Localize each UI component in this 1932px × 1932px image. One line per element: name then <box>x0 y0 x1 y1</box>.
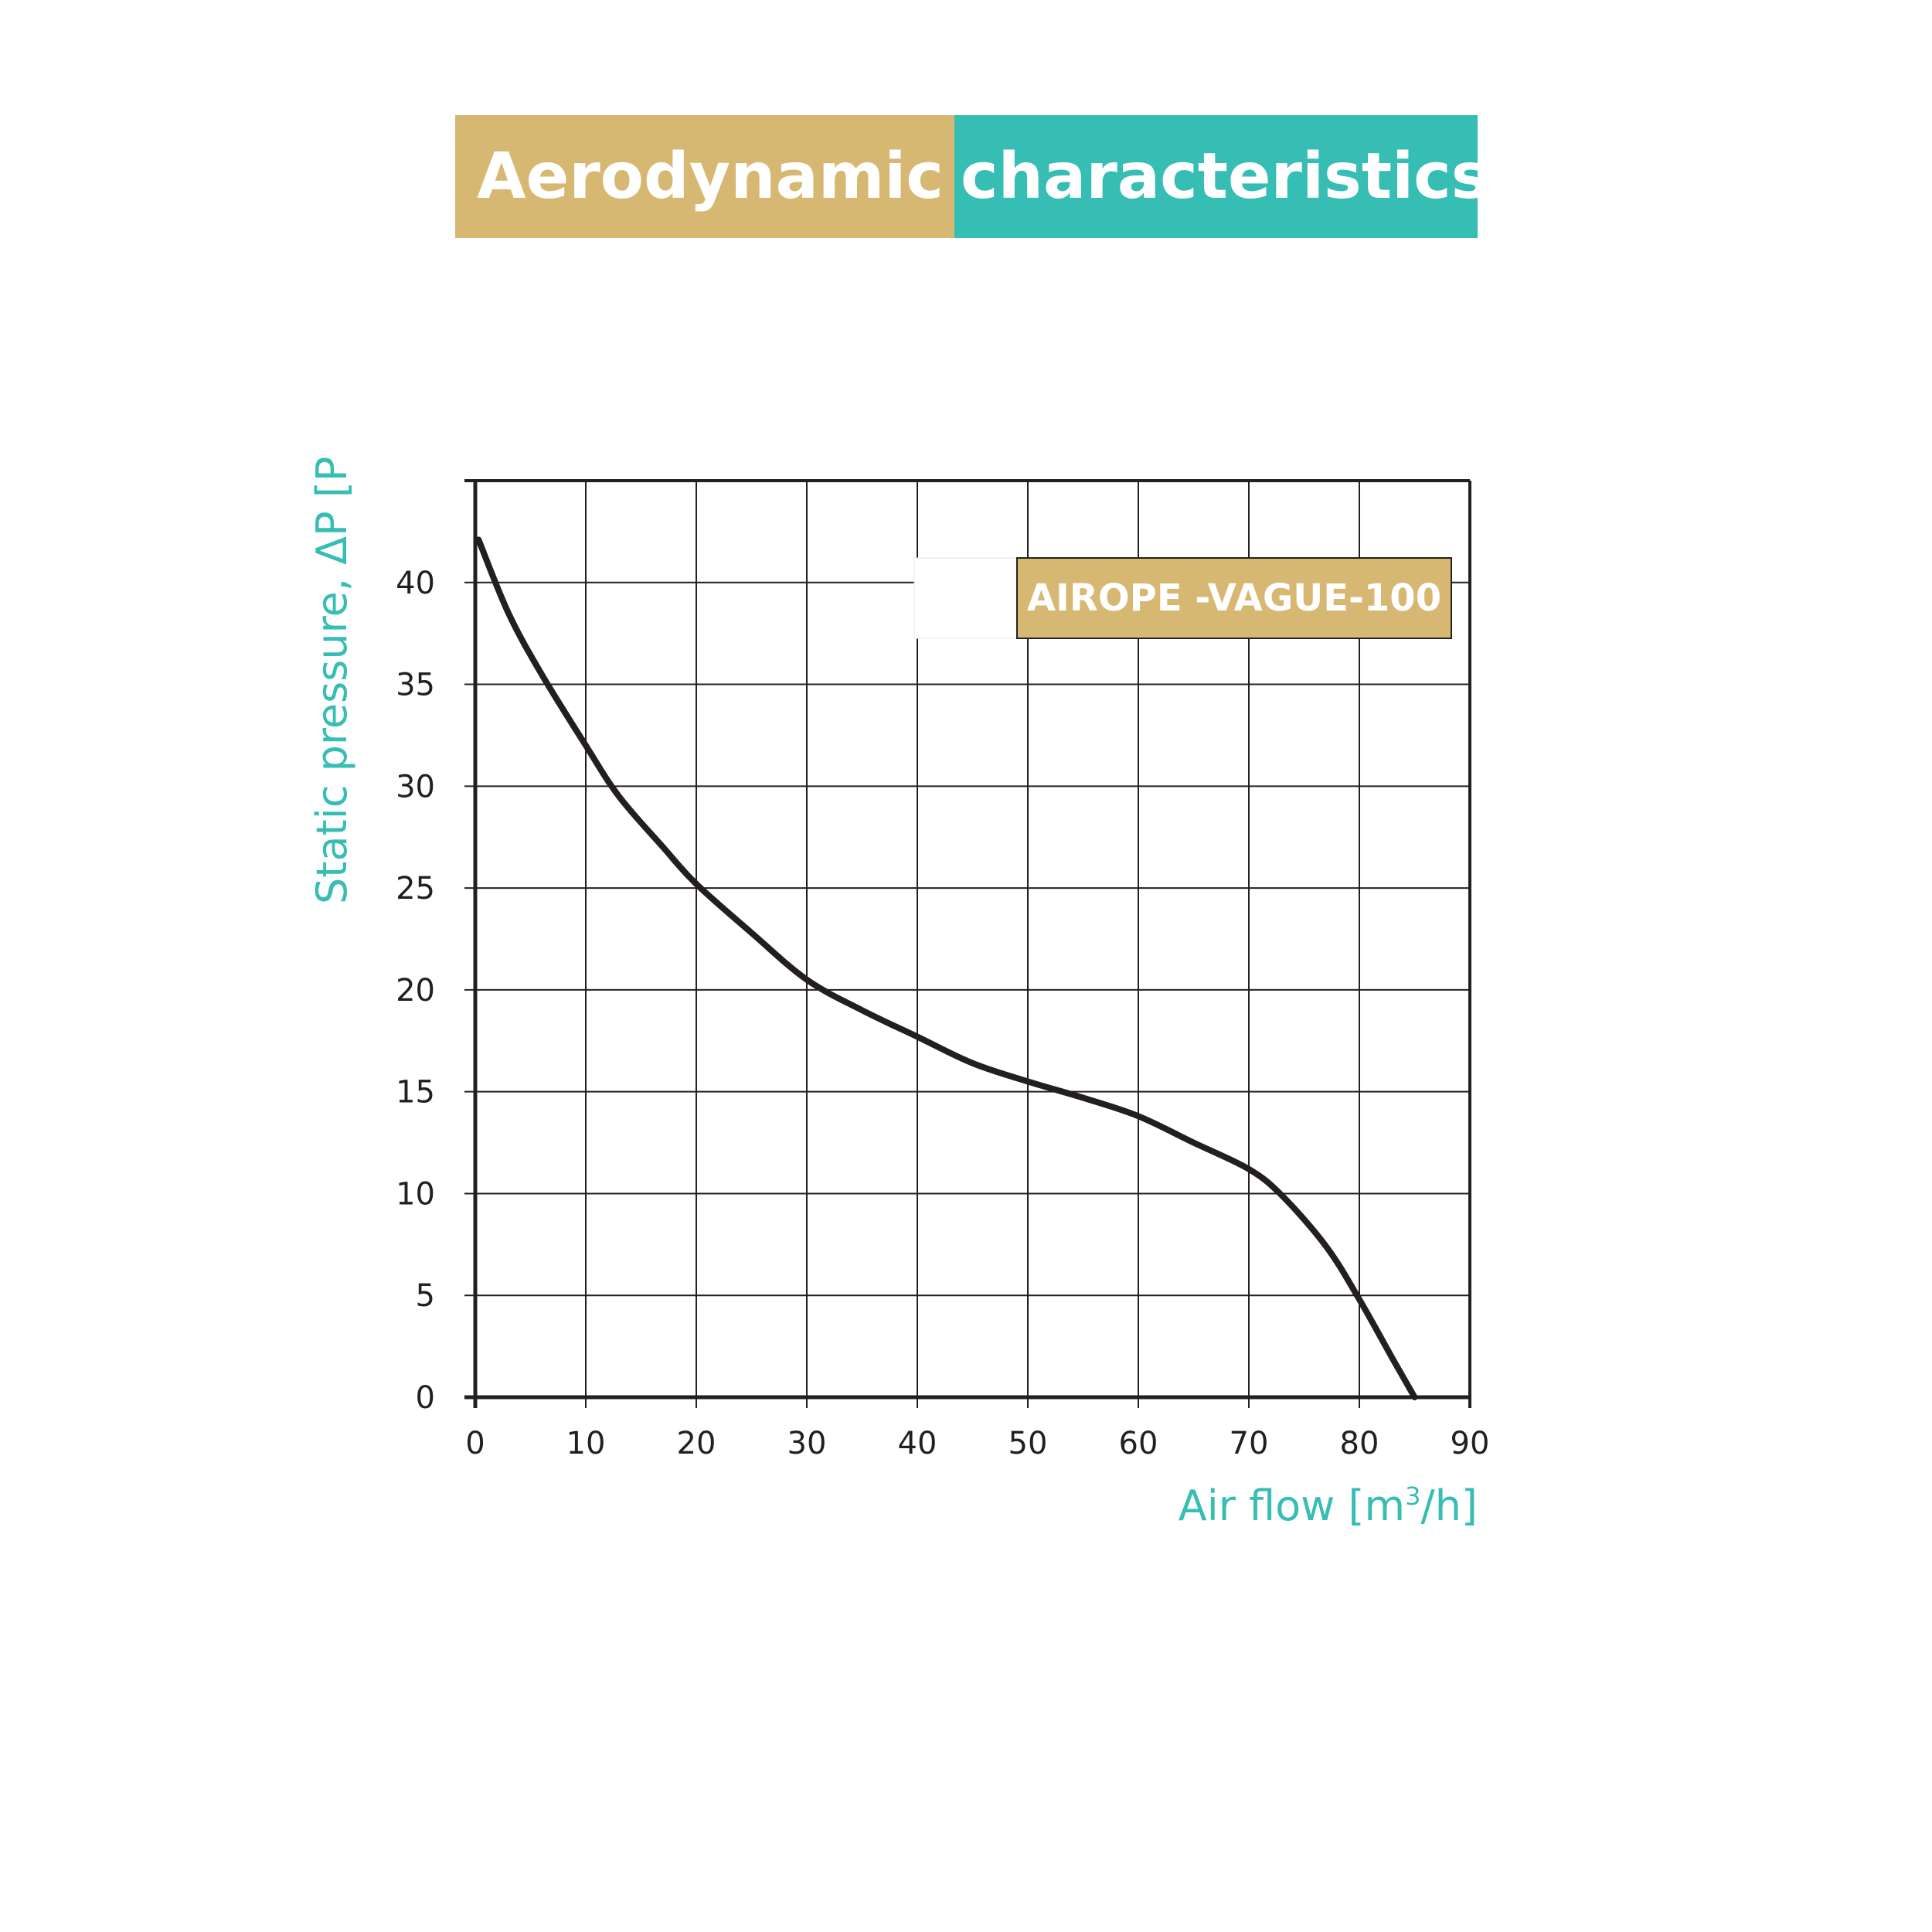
y-tick-label-20: 20 <box>396 973 435 1009</box>
x-tick-label-60: 60 <box>1119 1426 1158 1461</box>
title-banner: Aerodynamic characteristics <box>455 115 1489 238</box>
x-axis-title-main: Air flow [m <box>1179 1481 1405 1530</box>
y-tick-label-40: 40 <box>396 566 435 601</box>
x-tick-label-80: 80 <box>1340 1426 1379 1461</box>
x-axis-title-superscript: 3 <box>1405 1481 1420 1511</box>
x-tick-label-70: 70 <box>1230 1426 1269 1461</box>
y-tick-label-25: 25 <box>396 871 435 906</box>
y-axis-title: Static pressure, ΔP [P <box>308 457 356 904</box>
tick-labels: 0 10 20 30 40 50 60 70 80 90 0 5 10 15 20 25 30 35 40 <box>396 566 1489 1461</box>
x-tick-label-30: 30 <box>787 1426 827 1461</box>
legend-entry-label: AIROPE -VAGUE-100 <box>1027 577 1441 620</box>
x-tick-label-20: 20 <box>677 1426 716 1461</box>
x-tick-label-50: 50 <box>1009 1426 1048 1461</box>
series-line-0 <box>475 536 1418 1400</box>
curve <box>475 536 1418 1400</box>
legend: AIROPE -VAGUE-100 <box>913 557 1452 639</box>
axes <box>464 479 1471 1408</box>
x-tick-label-10: 10 <box>566 1426 606 1461</box>
title-left-text: Aerodynamic <box>477 140 944 213</box>
legend-blank-cell <box>913 557 1018 639</box>
x-axis-title-end: /h] <box>1421 1481 1478 1530</box>
y-tick-label-5: 5 <box>416 1278 435 1314</box>
x-tick-label-90: 90 <box>1451 1426 1490 1461</box>
y-tick-label-15: 15 <box>396 1075 435 1111</box>
y-tick-label-0: 0 <box>416 1380 435 1416</box>
x-tick-label-0: 0 <box>465 1426 485 1461</box>
title-right-text: characteristics <box>961 140 1489 213</box>
y-tick-label-35: 35 <box>396 668 435 703</box>
legend-box <box>1016 557 1452 639</box>
title-left-block: Aerodynamic <box>455 115 954 238</box>
title-right-block: characteristics <box>954 115 1489 238</box>
x-axis-title: Air flow [m3/h] <box>1179 1481 1478 1530</box>
y-tick-label-10: 10 <box>396 1176 435 1212</box>
y-tick-label-30: 30 <box>396 769 435 804</box>
x-tick-label-40: 40 <box>898 1426 937 1461</box>
